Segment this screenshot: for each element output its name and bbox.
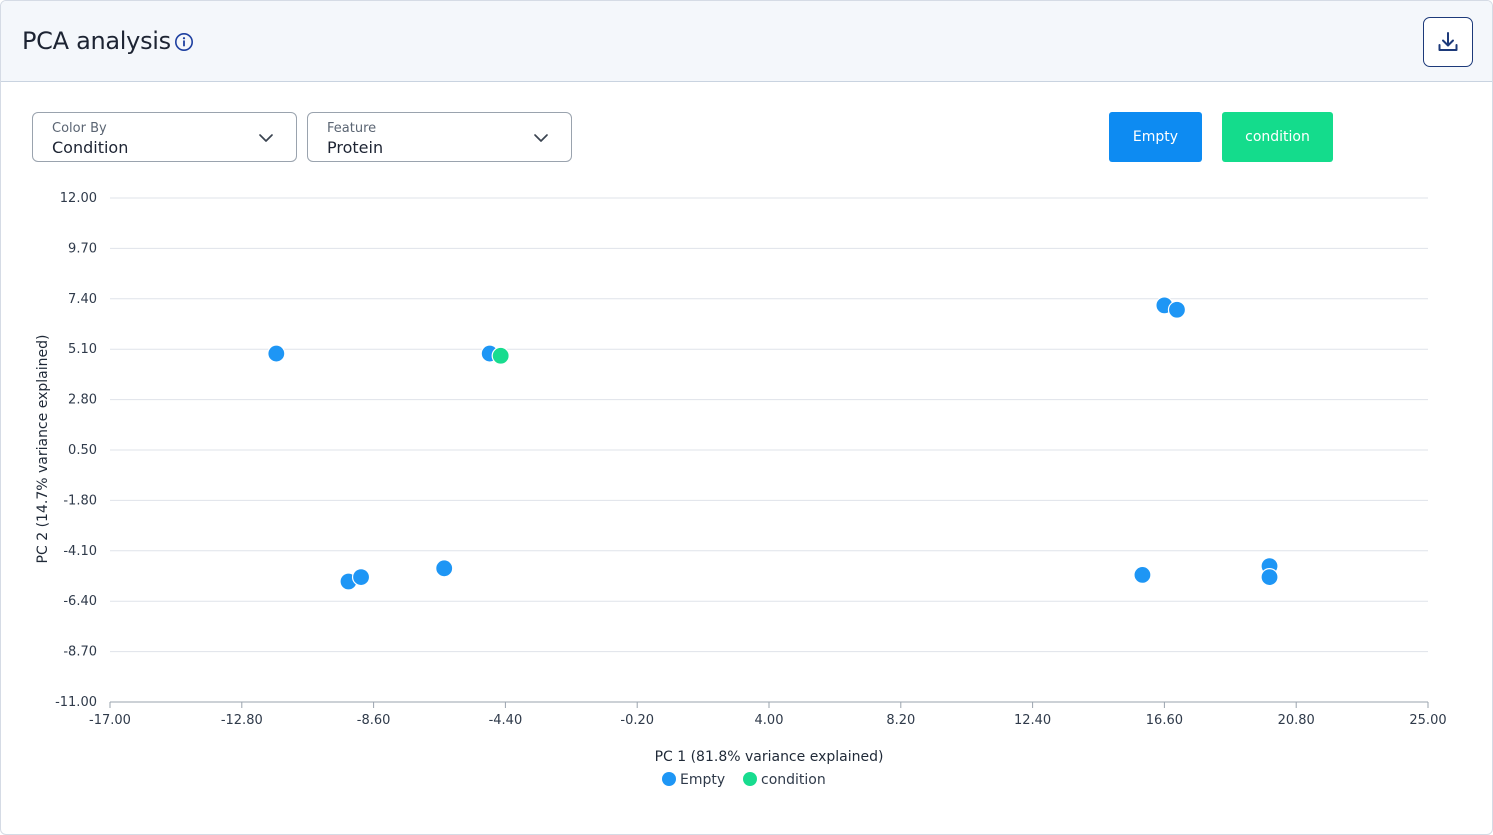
x-tick-label: -8.60 <box>357 713 391 728</box>
x-tick-label: -12.80 <box>221 713 263 728</box>
y-tick-label: -8.70 <box>63 645 97 660</box>
data-point-empty[interactable] <box>267 344 286 363</box>
y-tick-label: 12.00 <box>60 191 97 206</box>
y-axis-label: PC 2 (14.7% variance explained) <box>35 335 51 564</box>
color-by-value: Condition <box>52 138 129 157</box>
chevron-down-icon <box>259 134 273 142</box>
feature-label: Feature <box>327 121 377 136</box>
x-tick-label: -0.20 <box>620 713 654 728</box>
chevron-down-icon <box>534 134 548 142</box>
data-point-condition[interactable] <box>491 346 510 365</box>
pca-scatter-chart: -17.00 -12.80 -8.60 -4.40 -0.20 4.00 8.20 12.40… <box>35 191 1447 788</box>
page-title: PCA analysis <box>22 27 171 55</box>
x-axis-label: PC 1 (81.8% variance explained) <box>655 749 884 765</box>
y-tick-label: -1.80 <box>63 493 97 508</box>
data-point-empty[interactable] <box>351 567 371 587</box>
data-point-empty[interactable] <box>1167 300 1187 319</box>
data-point-empty[interactable] <box>1260 567 1279 587</box>
y-tick-label: -4.10 <box>63 544 97 559</box>
x-tick-label: -17.00 <box>89 713 131 728</box>
x-tick-label: 12.40 <box>1014 713 1051 728</box>
y-tick-label: -6.40 <box>63 594 97 609</box>
feature-value: Protein <box>327 138 384 157</box>
x-tick-label: 16.60 <box>1146 713 1183 728</box>
data-point-empty[interactable] <box>435 559 454 578</box>
card-header: PCA analysis <box>1 1 1492 82</box>
download-button[interactable] <box>1423 17 1473 67</box>
color-by-label: Color By <box>52 121 107 136</box>
x-tick-label: 25.00 <box>1409 713 1446 728</box>
download-icon <box>1438 32 1458 51</box>
y-tick-label: 0.50 <box>68 443 97 458</box>
y-tick-label: -11.00 <box>55 695 97 710</box>
legend-button-condition[interactable]: condition <box>1222 112 1333 162</box>
legend-marker-condition <box>743 772 757 786</box>
info-circle-icon[interactable] <box>174 32 194 52</box>
y-tick-label: 5.10 <box>68 342 97 357</box>
legend-marker-empty <box>662 772 676 786</box>
x-tick-label: 8.20 <box>886 713 915 728</box>
legend-label-empty: Empty <box>680 772 725 788</box>
color-by-select[interactable]: Color By Condition <box>32 112 297 162</box>
feature-select[interactable]: Feature Protein <box>307 112 572 162</box>
chart-legend: Empty condition <box>662 772 826 788</box>
x-tick-label: 20.80 <box>1278 713 1315 728</box>
legend-button-empty[interactable]: Empty <box>1109 112 1202 162</box>
legend-label-condition: condition <box>761 772 826 788</box>
x-tick-label: -4.40 <box>489 713 523 728</box>
y-tick-label: 9.70 <box>68 241 97 256</box>
data-point-empty[interactable] <box>1133 565 1152 585</box>
y-tick-label: 2.80 <box>68 393 97 408</box>
x-tick-label: 4.00 <box>755 713 784 728</box>
y-tick-label: 7.40 <box>68 292 97 307</box>
